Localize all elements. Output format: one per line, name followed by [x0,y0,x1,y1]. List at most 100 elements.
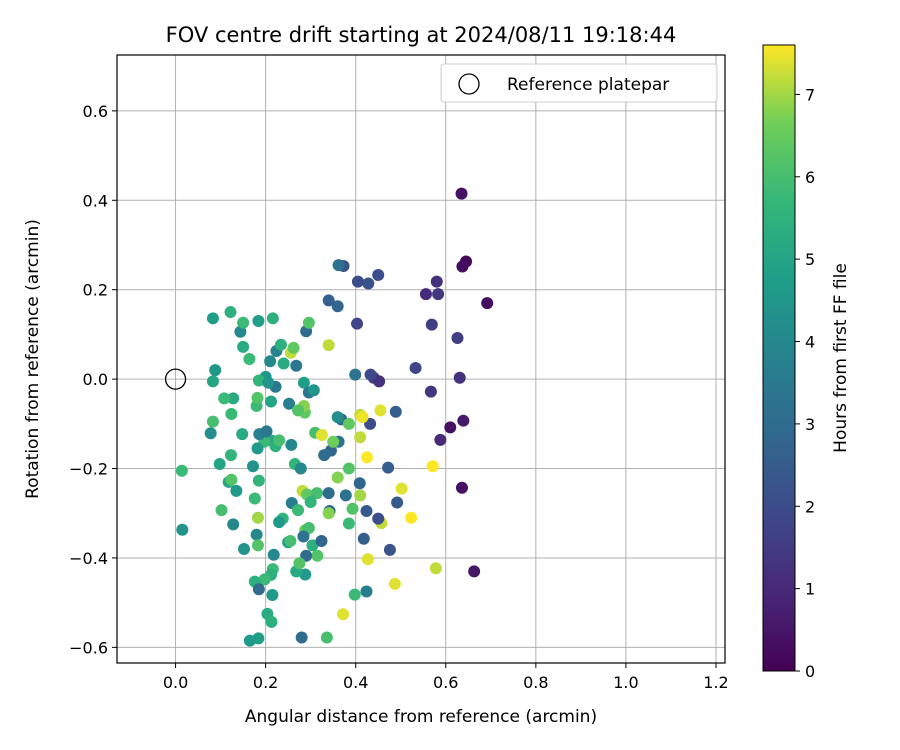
scatter-point [364,368,377,381]
scatter-point [224,449,237,462]
scatter-points [175,187,494,647]
colorbar-label: Hours from first FF file [831,263,851,453]
y-axis-label: Rotation from reference (arcmin) [23,219,43,499]
scatter-point [348,588,361,601]
scatter-point [302,316,315,329]
scatter-point [306,539,319,552]
scatter-point [273,434,286,447]
scatter-point [236,428,249,441]
scatter-point [391,496,404,509]
scatter-point [299,568,312,581]
scatter-point [405,511,418,524]
y-tick-label: 0.2 [83,281,108,300]
scatter-point [297,530,310,543]
scatter-point [290,359,303,372]
scatter-point [354,489,367,502]
scatter-point [332,259,345,272]
scatter-point [304,496,317,509]
y-tick-label: −0.4 [69,549,108,568]
y-axis-ticks: −0.6 −0.4 −0.2 0.0 0.2 0.4 0.6 [69,102,117,657]
colorbar-tick-label: 7 [805,85,815,104]
y-tick-label: 0.0 [83,370,108,389]
scatter-point [373,375,386,388]
scatter-point [224,306,237,319]
scatter-point [331,471,344,484]
scatter-point [374,404,387,417]
scatter-point [434,433,447,446]
scatter-point [318,449,331,462]
grid [117,55,725,663]
scatter-point [353,477,366,490]
scatter-point [430,275,443,288]
scatter-point [225,473,238,486]
colorbar-gradient [762,44,796,672]
x-tick-label: 0.6 [433,673,458,692]
scatter-point [209,364,222,377]
scatter-point [372,268,385,281]
x-tick-label: 1.2 [703,673,728,692]
scatter-point [213,458,226,471]
scatter-point [283,397,296,410]
scatter-point [251,539,264,552]
scatter-point [284,534,297,547]
scatter-point [451,331,464,344]
scatter-point [342,417,355,430]
scatter-point [252,374,265,387]
scatter-point [295,631,308,644]
scatter-point [176,523,189,536]
scatter-point [342,462,355,475]
scatter-point [237,340,250,353]
scatter-point [297,376,310,389]
scatter-point [252,315,265,327]
scatter-point [429,562,442,575]
scatter-point [351,275,364,288]
scatter-point [395,482,408,495]
y-tick-label: 0.6 [83,102,108,121]
scatter-point [456,260,469,273]
scatter-point [251,442,264,455]
scatter-point [311,549,324,562]
scatter-point [248,492,261,505]
x-tick-label: 0.8 [523,673,548,692]
scatter-point [342,517,355,530]
scatter-point [331,300,344,313]
scatter-point [310,487,323,500]
scatter-point [457,414,470,427]
scatter-point [227,392,240,405]
scatter-point [337,608,350,621]
scatter-point [292,404,305,417]
colorbar-tick-label: 2 [805,497,815,516]
scatter-point [322,507,335,520]
colorbar-tick-label: 6 [805,168,815,187]
plot-frame [116,54,726,664]
y-tick-label: −0.6 [69,638,108,657]
scatter-point [424,385,437,398]
scatter-point [206,415,219,428]
scatter-point [273,516,286,529]
scatter-point [388,577,401,590]
x-axis-label: Angular distance from reference (arcmin) [245,707,597,727]
scatter-point [360,505,373,517]
scatter-point [215,504,228,517]
scatter-point [409,361,422,374]
scatter-point [285,438,298,451]
scatter-point [339,489,352,502]
scatter-point [322,487,335,500]
scatter-point [315,534,328,547]
x-tick-label: 0.0 [163,673,188,692]
scatter-point [389,405,402,418]
scatter-point [287,341,300,354]
scatter-point [346,502,359,515]
scatter-point [360,585,373,598]
legend-entry-reference: Reference platepar [507,75,669,95]
scatter-point [230,484,243,497]
colorbar-tick-label: 4 [805,333,815,352]
legend-box [440,63,718,103]
x-tick-label: 1.0 [613,673,638,692]
scatter-point [243,353,256,365]
chart-title: FOV centre drift starting at 2024/08/11 … [166,23,677,47]
colorbar-tick-label: 1 [805,580,815,599]
legend-marker-reference [458,73,480,95]
y-tick-label: −0.2 [69,460,108,479]
